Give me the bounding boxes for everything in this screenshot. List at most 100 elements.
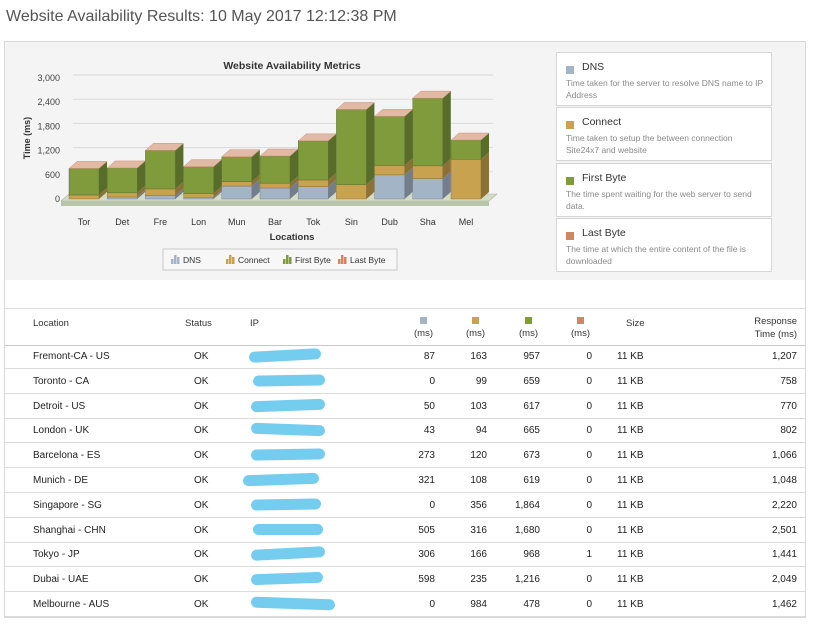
header-last-byte-ms[interactable]: (ms): [571, 328, 590, 339]
connect-color-square: [472, 317, 479, 324]
bar-dns-lon: [183, 197, 214, 200]
bar-first-byte-tok: [298, 140, 329, 181]
bar-first-byte-det: [106, 167, 138, 194]
last-byte-color-square: [577, 317, 584, 324]
header-status[interactable]: Status: [185, 318, 212, 329]
cell-dns: 0: [429, 499, 435, 511]
cell-response: 2,501: [771, 524, 797, 536]
cell-dns: 0: [429, 375, 435, 387]
legend-icon-bar: [286, 255, 289, 264]
cell-size: 11 KB: [617, 425, 644, 437]
cell-first-byte: 617: [523, 400, 540, 412]
bar-dns-tok: [298, 186, 329, 200]
cell-status: OK: [194, 574, 209, 586]
bar-connect-fre-side: [175, 181, 184, 196]
dns-color-swatch: [566, 66, 574, 74]
chart-title: Website Availability Metrics: [223, 60, 360, 72]
x-tick-label: Tor: [78, 217, 91, 227]
y-tick-label: 0: [55, 194, 60, 204]
header-connect-ms[interactable]: (ms): [466, 328, 485, 339]
table-row: Toronto - CA OK 0 99 659 0 11 KB 758: [5, 369, 805, 394]
header-response-line1[interactable]: Response: [754, 316, 797, 327]
legend-icon-bar: [341, 255, 344, 264]
cell-status: OK: [194, 450, 209, 462]
x-tick-label: Dub: [381, 217, 398, 227]
bar-connect-fre: [145, 188, 176, 196]
bar-connect-mel: [450, 159, 482, 200]
bar-connect-det: [106, 192, 138, 198]
cell-connect: 99: [475, 375, 487, 387]
table-row: London - UK OK 43 94 665 0 11 KB 802: [5, 418, 805, 444]
table-row: Barcelona - ES OK 273 120 673 0 11 KB 1,066: [5, 443, 805, 469]
cell-response: 1,066: [771, 450, 797, 462]
first-byte-color-square: [525, 317, 532, 324]
legend-icon-bar: [174, 255, 177, 264]
cell-dns: 306: [418, 549, 435, 561]
bar-connect-bar-side: [290, 176, 298, 188]
legend-label-dns: DNS: [183, 255, 201, 265]
cell-first-byte: 968: [523, 549, 540, 561]
header-location[interactable]: Location: [33, 318, 69, 329]
x-tick-label: Lon: [191, 217, 206, 227]
bar-first-byte-lon-side: [213, 159, 222, 194]
cell-location: Tokyo - JP: [33, 549, 80, 561]
header-size[interactable]: Size: [626, 318, 645, 329]
cell-response: 758: [780, 375, 797, 387]
x-tick-label: Fre: [154, 217, 168, 227]
bar-first-byte-det-side: [137, 160, 146, 193]
ip-redaction-mark: [250, 448, 326, 461]
x-tick-label: Sha: [420, 217, 436, 227]
header-response-line2[interactable]: Time (ms): [754, 329, 797, 340]
cell-size: 11 KB: [617, 549, 644, 561]
cell-last-byte: 0: [586, 524, 592, 536]
cell-size: 11 KB: [617, 475, 644, 486]
legend-icon-bar: [338, 259, 341, 264]
cell-location: Munich - DE: [33, 475, 89, 486]
cell-first-byte: 673: [523, 450, 540, 462]
legend-description: The time spent waiting for the web serve…: [566, 189, 752, 211]
cell-response: 2,220: [771, 499, 797, 511]
bar-dns-fre: [145, 195, 176, 200]
bar-connect-bar: [259, 182, 291, 189]
cell-first-byte: 659: [523, 375, 540, 387]
bar-dns-mun: [221, 185, 253, 200]
header-first-byte-ms[interactable]: (ms): [519, 328, 538, 339]
cell-first-byte: 665: [523, 425, 540, 437]
bar-top-fre: [144, 143, 185, 151]
cell-dns: 87: [423, 351, 435, 362]
cell-connect: 163: [470, 351, 487, 362]
bar-first-byte-tor: [68, 168, 100, 196]
cell-size: 11 KB: [617, 400, 644, 412]
bar-first-byte-mun-side: [251, 149, 260, 182]
bar-first-byte-sha: [412, 97, 443, 167]
bar-connect-tok-side: [328, 172, 337, 187]
legend-icon-bar: [283, 259, 286, 264]
legend-icon-bar: [226, 259, 229, 264]
bar-connect-tor: [68, 194, 100, 200]
cell-status: OK: [194, 475, 209, 486]
bar-connect-sin-side: [366, 177, 375, 199]
legend-item-dns: DNS Time taken for the server to resolve …: [556, 52, 772, 106]
ip-redaction-mark: [250, 596, 336, 611]
chart-legend-box: [162, 248, 398, 271]
header-ip[interactable]: IP: [250, 318, 259, 329]
legend-item-connect: Connect Time taken to setup the between c…: [556, 107, 772, 161]
x-tick-label: Tok: [306, 217, 321, 227]
bar-first-byte-fre-side: [175, 143, 184, 189]
header-dns-ms[interactable]: (ms): [414, 328, 433, 339]
cell-first-byte: 619: [523, 475, 540, 486]
bar-first-byte-fre: [145, 150, 176, 190]
table-row: Tokyo - JP OK 306 166 968 1 11 KB 1,441: [5, 542, 805, 568]
cell-response: 1,207: [771, 351, 797, 362]
cell-connect: 235: [470, 574, 487, 586]
cell-response: 2,049: [771, 574, 797, 586]
table-row: Shanghai - CHN OK 505 316 1,680 0 11 KB 2,501: [5, 518, 805, 543]
last-byte-color-swatch: [566, 232, 574, 240]
bar-connect-mun: [221, 181, 253, 187]
bar-connect-dub: [374, 165, 405, 176]
cell-first-byte: 1,216: [514, 574, 540, 586]
page-title: Website Availability Results: 10 May 201…: [6, 8, 397, 25]
cell-response: 1,462: [771, 599, 797, 610]
y-axis-label: Time (ms): [22, 117, 32, 159]
bar-connect-mun-side: [251, 174, 260, 187]
